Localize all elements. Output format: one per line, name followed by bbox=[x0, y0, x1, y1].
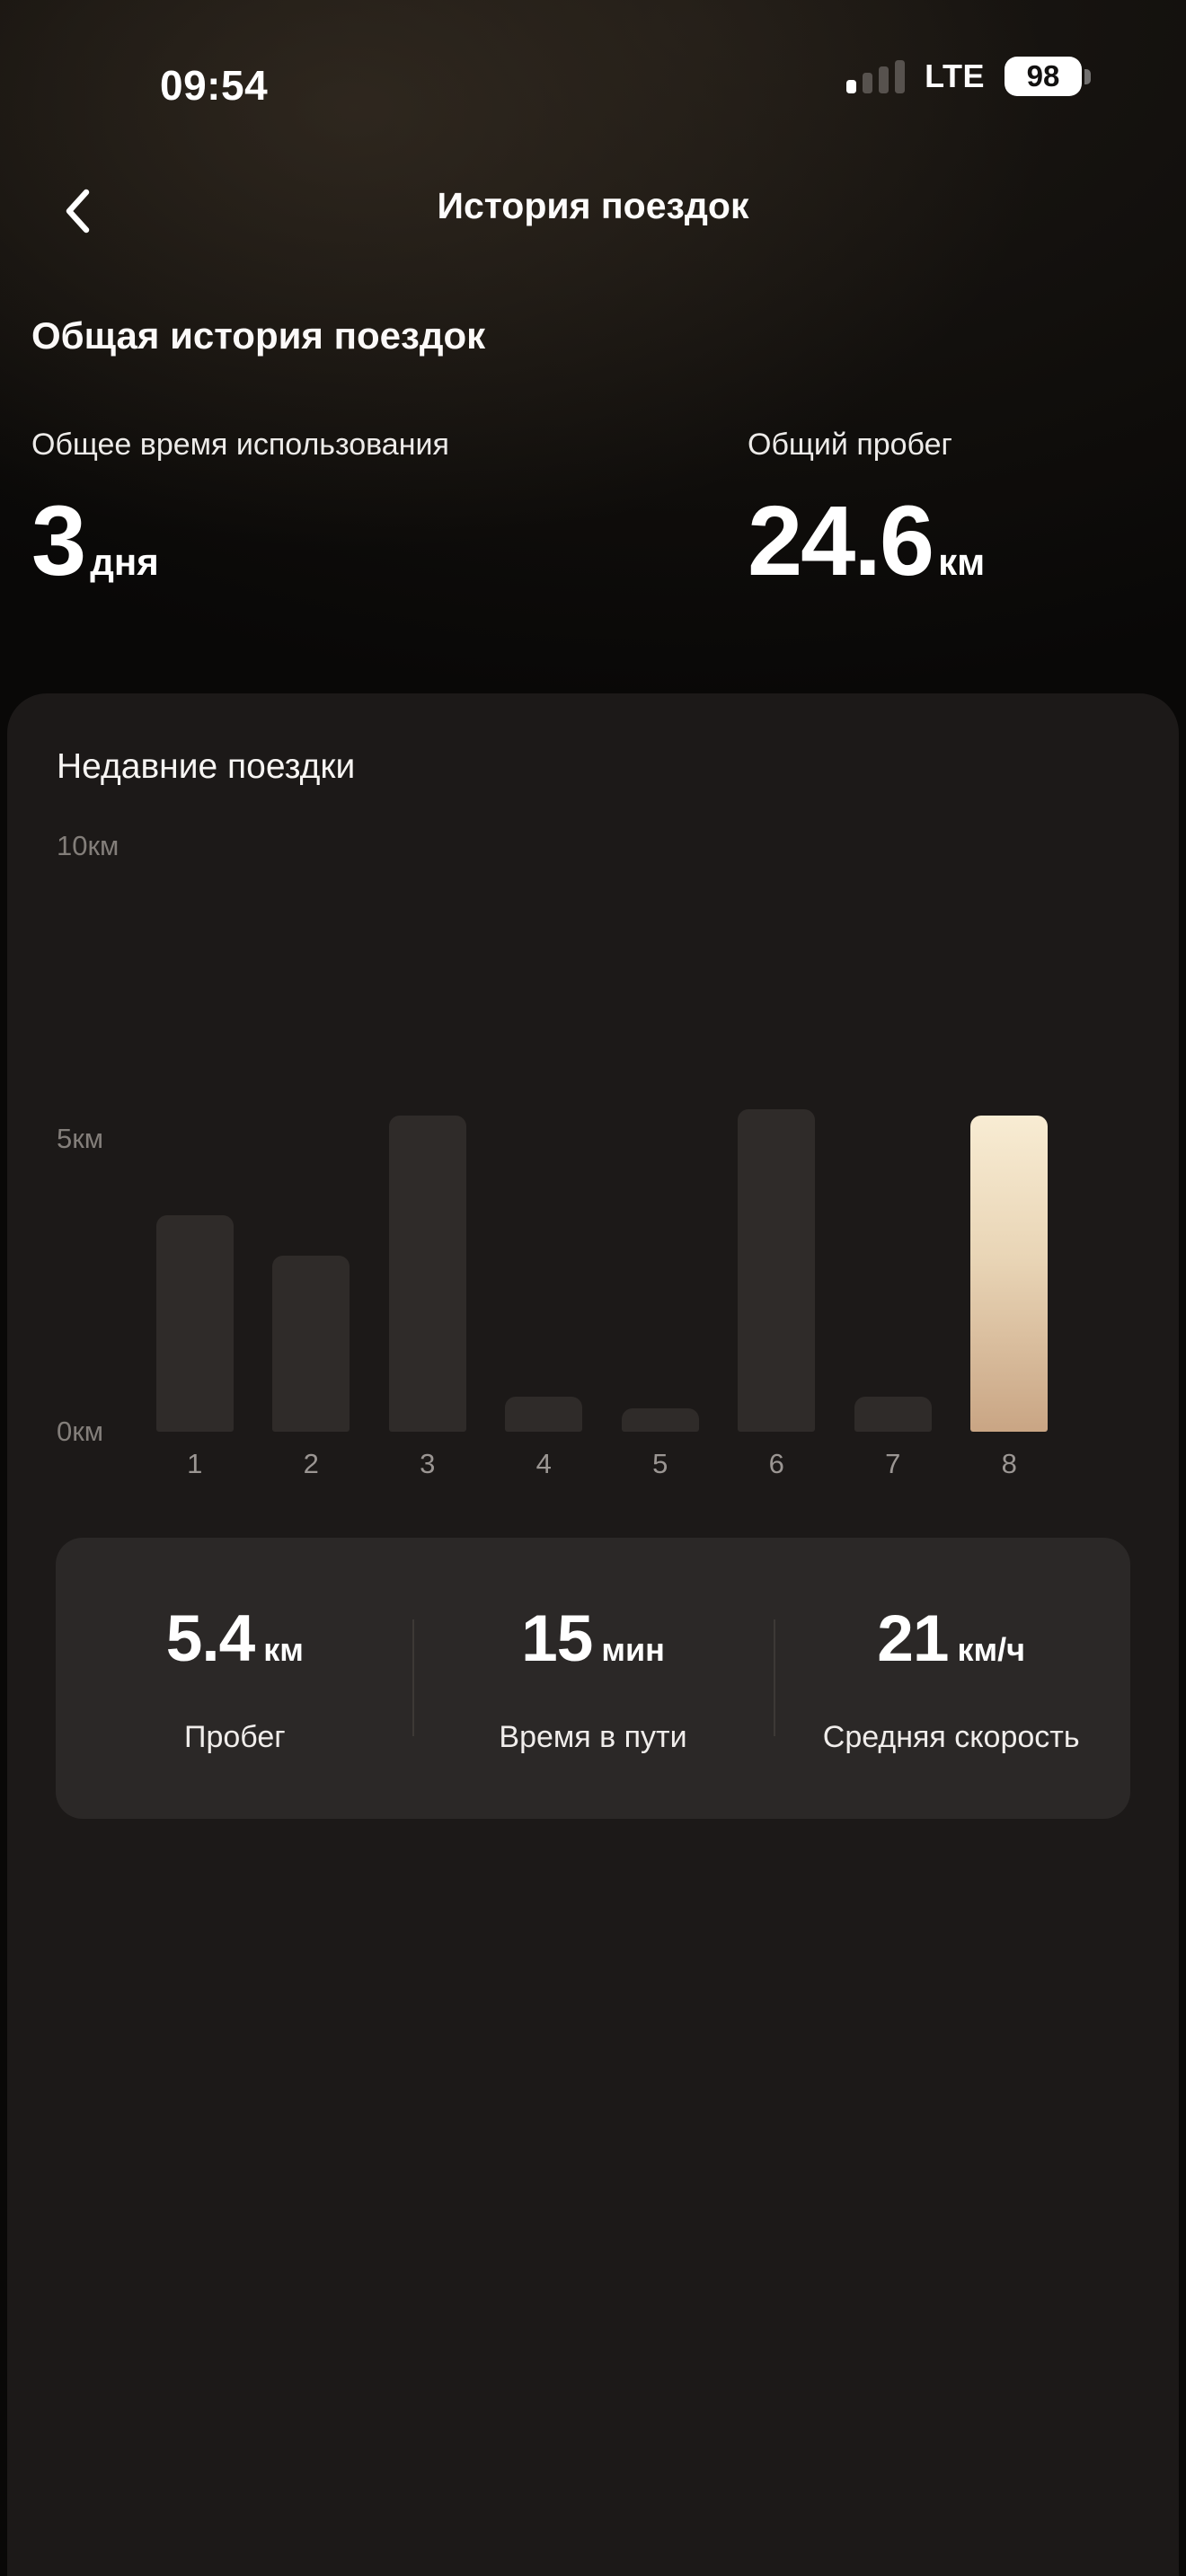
status-bar-time: 09:54 bbox=[160, 62, 269, 109]
trip-duration-unit: мин bbox=[601, 1631, 665, 1668]
trip-distance-stat: 5.4 км Пробег bbox=[56, 1538, 414, 1819]
battery-icon: 98 bbox=[1005, 57, 1091, 96]
y-axis-tick-label: 10км bbox=[57, 830, 119, 861]
trip-duration-stat: 15 мин Время в пути bbox=[414, 1538, 773, 1819]
back-button[interactable] bbox=[56, 181, 99, 241]
y-axis-tick-label: 5км bbox=[57, 1123, 104, 1154]
selected-trip-stats-card: 5.4 км Пробег 15 мин Время в пути 21 км/ч С… bbox=[56, 1538, 1130, 1819]
trip-bar-1[interactable] bbox=[155, 1214, 234, 1432]
trip-bar-3[interactable] bbox=[388, 1115, 466, 1432]
total-mileage-value: 24.6 км bbox=[748, 486, 986, 596]
chevron-left-icon bbox=[66, 189, 90, 234]
network-type-label: LTE bbox=[925, 57, 985, 94]
stats-divider bbox=[774, 1619, 775, 1736]
total-mileage-label: Общий пробег bbox=[748, 428, 952, 462]
x-axis-tick-label: 8 bbox=[1001, 1448, 1017, 1479]
x-axis-tick-label: 7 bbox=[885, 1448, 901, 1479]
total-usage-time-label: Общее время использования bbox=[31, 428, 449, 462]
x-axis-tick-label: 6 bbox=[768, 1448, 784, 1479]
trip-avg-speed-unit: км/ч bbox=[957, 1631, 1026, 1668]
trip-avg-speed-value: 21 bbox=[877, 1602, 949, 1675]
x-axis-tick-label: 4 bbox=[535, 1448, 552, 1479]
trip-duration-label: Время в пути bbox=[499, 1720, 687, 1754]
x-axis-tick-label: 5 bbox=[652, 1448, 668, 1479]
cellular-signal-icon bbox=[846, 59, 906, 93]
trip-bar-4[interactable] bbox=[505, 1396, 583, 1432]
recent-trips-title: Недавние поездки bbox=[57, 747, 356, 786]
trip-bar-7[interactable] bbox=[854, 1396, 932, 1432]
y-axis-tick-label: 0км bbox=[57, 1416, 104, 1447]
recent-trips-card: Недавние поездки 0км 5км 10км 1 2 3 4 5 6 7 8 5.4 к… bbox=[7, 693, 1179, 2576]
trip-duration-value: 15 bbox=[521, 1602, 593, 1675]
trip-bar-6[interactable] bbox=[738, 1109, 816, 1432]
battery-nub bbox=[1084, 68, 1091, 84]
trip-avg-speed-stat: 21 км/ч Средняя скорость bbox=[772, 1538, 1130, 1819]
trip-distance-value: 5.4 bbox=[165, 1602, 255, 1675]
recent-trips-bar-chart: 0км 5км 10км 1 2 3 4 5 6 7 8 bbox=[7, 693, 1179, 1502]
x-axis-tick-label: 2 bbox=[303, 1448, 319, 1479]
battery-percent: 98 bbox=[1026, 59, 1060, 93]
total-usage-time-value: 3 дня bbox=[31, 486, 159, 596]
page-title: История поездок bbox=[437, 185, 749, 226]
trip-avg-speed-label: Средняя скорость bbox=[822, 1720, 1080, 1754]
summary-section-title: Общая история поездок bbox=[31, 314, 486, 357]
stats-divider bbox=[412, 1619, 414, 1736]
status-bar-right: LTE 98 bbox=[846, 54, 1091, 99]
trip-bar-5[interactable] bbox=[621, 1407, 699, 1432]
trip-distance-unit: км bbox=[263, 1631, 304, 1668]
x-axis-tick-label: 3 bbox=[420, 1448, 436, 1479]
trip-distance-label: Пробег bbox=[184, 1720, 286, 1754]
trip-bar-2[interactable] bbox=[272, 1256, 350, 1432]
trip-bar-8-selected[interactable] bbox=[970, 1115, 1049, 1432]
x-axis-tick-label: 1 bbox=[187, 1448, 203, 1479]
